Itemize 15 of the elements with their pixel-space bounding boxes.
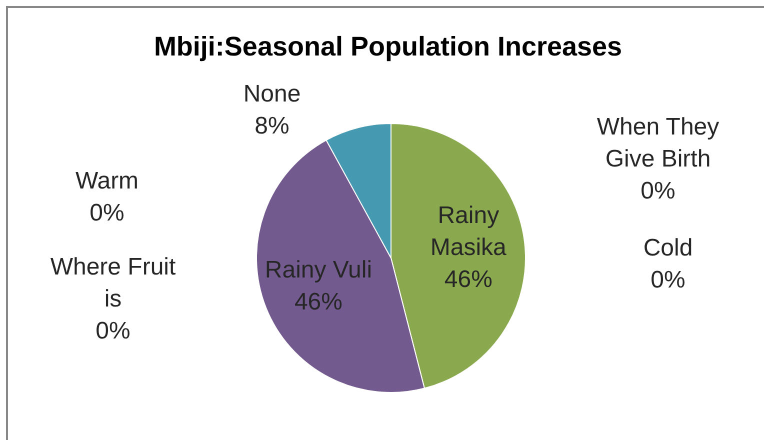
text: 0% — [90, 200, 124, 227]
data-label: 8% — [254, 112, 290, 140]
category-label: Where Fruit is — [50, 254, 176, 313]
text: 0% — [650, 266, 686, 294]
data-label: 46% — [444, 266, 492, 293]
data-label: 46% — [294, 288, 342, 316]
slice-label: Rainy Vuli — [264, 256, 372, 284]
category-label: When They Give Birth — [596, 114, 720, 173]
category-label: Warm — [75, 168, 139, 195]
text: 0% — [640, 178, 676, 205]
text: 0% — [96, 318, 130, 345]
category-label: Cold — [643, 234, 693, 262]
slice-label: None — [243, 80, 301, 108]
chart-title: Mbiji:Seasonal Population Increases — [154, 31, 622, 62]
slice-label: Rainy Masika — [430, 202, 508, 261]
